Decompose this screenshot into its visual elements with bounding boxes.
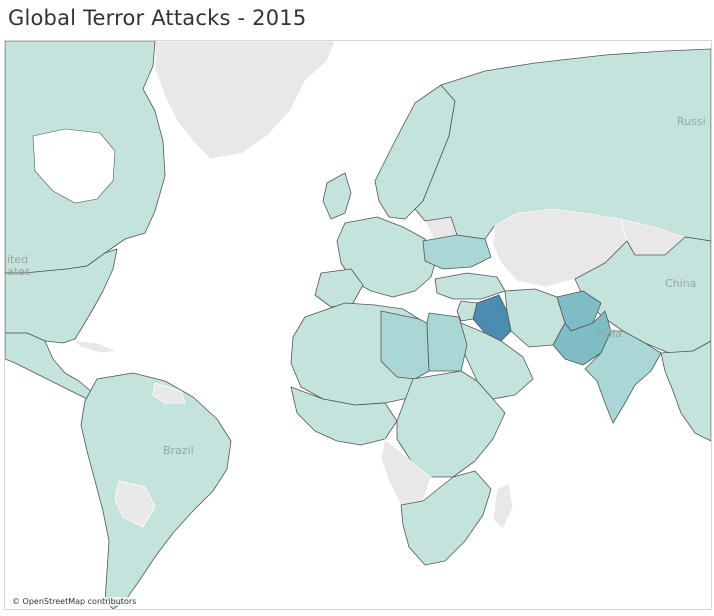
bolivia[interactable] bbox=[114, 480, 156, 528]
iraq[interactable] bbox=[472, 294, 512, 342]
iran[interactable] bbox=[504, 288, 566, 348]
label-china: China bbox=[665, 277, 697, 290]
east-africa[interactable] bbox=[396, 370, 506, 478]
libya[interactable] bbox=[380, 310, 430, 380]
madagascar[interactable] bbox=[492, 482, 514, 530]
turkey[interactable] bbox=[434, 272, 506, 300]
label-united-states-2: ates bbox=[7, 265, 31, 278]
syria[interactable] bbox=[456, 300, 478, 322]
label-united-states-1: ited bbox=[7, 253, 29, 266]
map-attribution[interactable]: © OpenStreetMap contributors bbox=[10, 597, 139, 606]
world-map-canvas[interactable] bbox=[5, 41, 711, 609]
map-title: Global Terror Attacks - 2015 bbox=[8, 6, 307, 30]
iberia[interactable] bbox=[314, 268, 364, 308]
label-russia: Russi bbox=[677, 115, 706, 128]
choropleth-map[interactable]: Russi ited ates China India Brazil © Ope… bbox=[4, 40, 712, 610]
hudson-bay bbox=[32, 128, 116, 204]
egypt[interactable] bbox=[426, 312, 468, 372]
ukraine[interactable] bbox=[422, 234, 492, 270]
label-india: India bbox=[595, 327, 622, 340]
south-america[interactable] bbox=[80, 372, 232, 609]
guianas[interactable] bbox=[152, 382, 186, 404]
china[interactable] bbox=[574, 236, 711, 354]
label-brazil: Brazil bbox=[163, 444, 194, 457]
southern-africa[interactable] bbox=[400, 470, 492, 566]
greenland[interactable] bbox=[154, 41, 336, 160]
cuba[interactable] bbox=[71, 340, 118, 354]
southeast-asia[interactable] bbox=[660, 340, 711, 442]
western-europe[interactable] bbox=[336, 216, 438, 298]
india[interactable] bbox=[584, 330, 662, 424]
united-kingdom[interactable] bbox=[322, 172, 352, 220]
